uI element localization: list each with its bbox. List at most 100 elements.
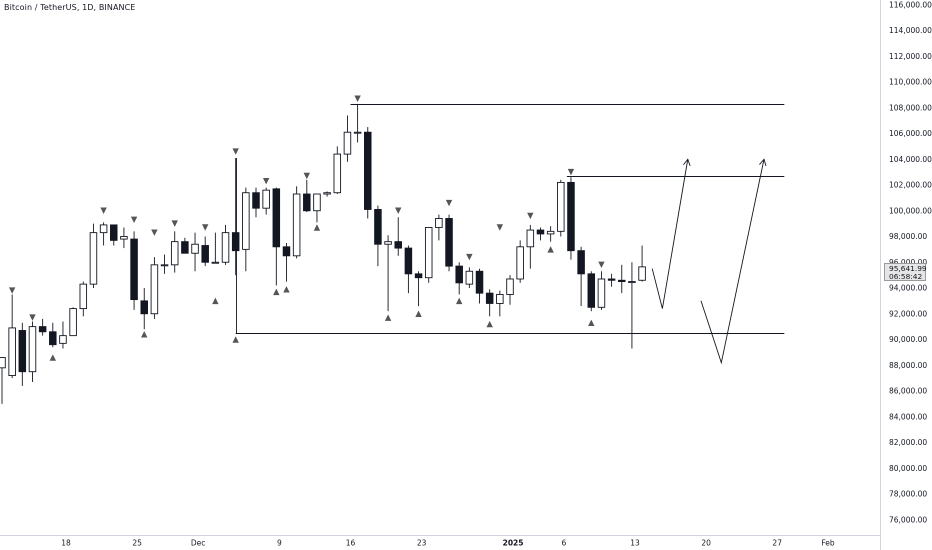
candle bbox=[110, 224, 118, 246]
time-tick-label: 18 bbox=[61, 539, 71, 548]
price-tick-label: 90,000.00 bbox=[889, 335, 927, 344]
candle-body bbox=[557, 181, 565, 232]
price-tick-label: 116,000.00 bbox=[889, 0, 932, 9]
candle bbox=[79, 281, 88, 317]
candle-body bbox=[252, 192, 260, 209]
candle-body bbox=[536, 229, 545, 235]
candle-body bbox=[618, 279, 626, 283]
candle bbox=[130, 231, 138, 310]
candle-body bbox=[628, 281, 636, 284]
candle-body bbox=[445, 218, 453, 267]
candle bbox=[292, 186, 301, 259]
candle bbox=[607, 273, 616, 287]
price-tick-label: 114,000.00 bbox=[889, 26, 932, 35]
candle-body bbox=[597, 278, 606, 308]
time-tick-label: Feb bbox=[821, 539, 835, 548]
candle-body bbox=[384, 241, 392, 245]
candle bbox=[69, 307, 77, 337]
candle bbox=[221, 224, 230, 265]
price-tick-label: 96,000.00 bbox=[889, 258, 927, 267]
candle bbox=[49, 322, 57, 348]
candle-body bbox=[140, 300, 148, 315]
symbol-title: Bitcoin / TetherUS, 1D, BINANCE bbox=[4, 3, 136, 12]
candle bbox=[8, 294, 16, 379]
candle-body bbox=[262, 189, 270, 209]
candle bbox=[445, 214, 453, 272]
time-axis[interactable]: 18 25 Dec 9 16 23 2025 6 13 20 27 Feb bbox=[61, 539, 835, 548]
time-tick-label: 20 bbox=[701, 539, 711, 548]
swing-high-marker bbox=[130, 216, 138, 223]
candle bbox=[89, 223, 98, 288]
candle bbox=[323, 191, 331, 197]
candle bbox=[150, 257, 159, 319]
candle bbox=[536, 227, 545, 241]
candle-body bbox=[546, 230, 555, 235]
candle bbox=[526, 224, 535, 269]
last-price-badge: 95,641.99 06:58:42 bbox=[884, 263, 927, 281]
candle bbox=[262, 187, 270, 215]
projection-path[interactable] bbox=[651, 159, 689, 309]
candle bbox=[59, 321, 67, 349]
candle-body bbox=[475, 270, 484, 294]
candle-body bbox=[343, 131, 352, 155]
time-tick-label: 23 bbox=[417, 539, 427, 548]
candle bbox=[343, 115, 352, 162]
swing-high-marker bbox=[496, 224, 504, 231]
candle-body bbox=[485, 292, 494, 304]
price-tick-label: 86,000.00 bbox=[889, 387, 927, 396]
candle-body bbox=[607, 278, 616, 281]
time-tick-label: Dec bbox=[191, 539, 206, 548]
candle bbox=[353, 103, 362, 143]
price-tick-label: 100,000.00 bbox=[889, 206, 932, 215]
price-tick-label: 84,000.00 bbox=[889, 412, 927, 421]
price-tick-label: 102,000.00 bbox=[889, 181, 932, 190]
candle-body bbox=[516, 246, 524, 280]
candle-body bbox=[231, 232, 240, 252]
candle bbox=[618, 264, 626, 294]
swing-low-marker bbox=[232, 336, 239, 343]
swing-low-marker bbox=[283, 286, 290, 293]
swing-high-marker bbox=[232, 148, 239, 155]
price-tick-label: 92,000.00 bbox=[889, 309, 927, 318]
candle bbox=[638, 245, 646, 282]
candle bbox=[424, 227, 433, 283]
swing-high-marker bbox=[100, 207, 107, 214]
drawings-layer[interactable] bbox=[235, 104, 785, 365]
candle-body bbox=[272, 188, 281, 248]
candle bbox=[435, 214, 443, 241]
swing-low-marker bbox=[49, 354, 56, 361]
swing-high-marker bbox=[29, 314, 36, 321]
candle bbox=[38, 318, 47, 336]
time-tick-label: 27 bbox=[772, 539, 782, 548]
candle bbox=[303, 179, 311, 213]
price-axis[interactable]: 76,000.00 78,000.00 80,000.00 82,000.00 84,0… bbox=[889, 0, 932, 524]
candle-body bbox=[0, 357, 6, 369]
candle-body bbox=[110, 224, 118, 241]
candle-body bbox=[526, 229, 535, 248]
price-tick-label: 94,000.00 bbox=[889, 284, 927, 293]
swing-low-marker bbox=[456, 297, 463, 305]
candle-body bbox=[587, 273, 596, 308]
projection-path[interactable] bbox=[700, 159, 765, 365]
swing-low-marker bbox=[212, 297, 219, 305]
time-tick-label: 25 bbox=[132, 539, 142, 548]
bar-countdown: 06:58:42 bbox=[889, 272, 923, 281]
swing-low-marker bbox=[547, 246, 554, 253]
candle bbox=[18, 322, 27, 386]
candle bbox=[0, 357, 6, 404]
candle bbox=[231, 157, 240, 276]
swing-high-marker bbox=[567, 168, 575, 176]
candle bbox=[546, 226, 555, 242]
swing-low-marker bbox=[486, 320, 493, 328]
candle bbox=[160, 254, 169, 274]
candle-body bbox=[638, 266, 646, 281]
candle bbox=[282, 242, 291, 282]
candle bbox=[272, 187, 281, 286]
candle bbox=[506, 275, 514, 305]
candle-body bbox=[424, 227, 433, 279]
candle bbox=[516, 240, 524, 283]
price-tick-label: 106,000.00 bbox=[889, 129, 932, 138]
price-tick-label: 110,000.00 bbox=[889, 78, 932, 87]
swing-low-marker bbox=[415, 310, 422, 317]
